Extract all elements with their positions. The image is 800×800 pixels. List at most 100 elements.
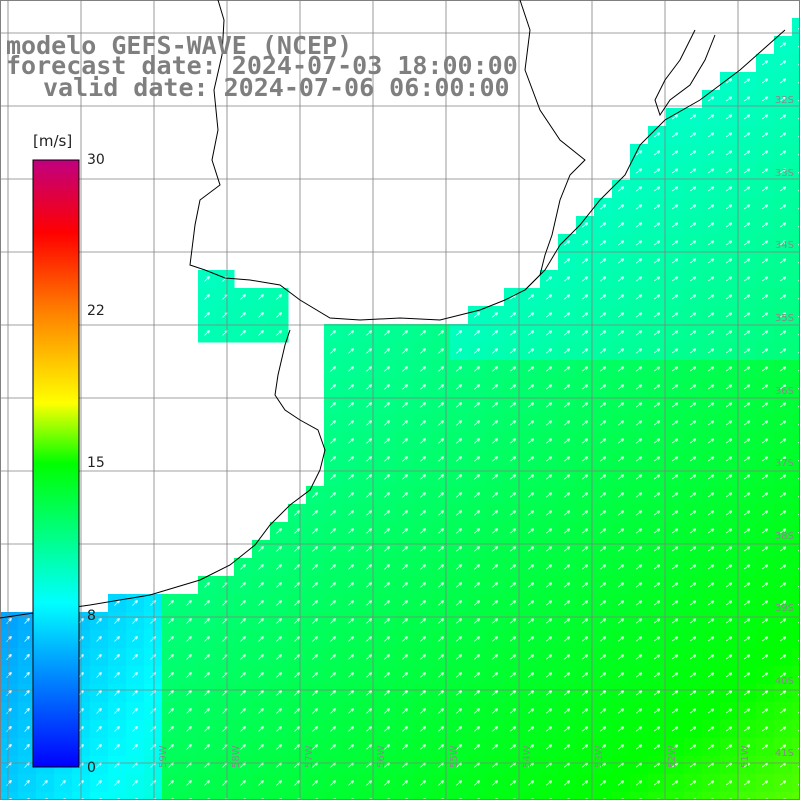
wind-arrow: [600, 654, 607, 660]
wind-arrow: [366, 636, 372, 642]
wind-arrow: [564, 636, 571, 642]
lat-label-39s: 39S: [774, 603, 794, 614]
wind-arrow: [312, 564, 318, 570]
wind-arrow: [204, 780, 210, 786]
wind-arrow: [582, 276, 589, 282]
colorbar-tick-8: 8: [87, 608, 96, 624]
wind-arrow: [779, 528, 787, 534]
wind-arrow: [528, 690, 535, 696]
wind-arrow: [743, 492, 751, 498]
wind-arrow: [779, 780, 787, 786]
wind-arrow: [348, 402, 354, 408]
wind-arrow: [707, 474, 715, 480]
wind-arrow: [186, 618, 192, 624]
wind-arrow: [438, 402, 444, 408]
wind-arrow: [492, 600, 499, 606]
wind-arrow: [312, 708, 318, 714]
wind-arrow: [779, 42, 787, 48]
wind-speed-cell: [270, 792, 289, 800]
wind-arrow: [582, 780, 589, 786]
wind-arrow: [689, 240, 697, 246]
wind-arrow: [761, 294, 769, 300]
wind-arrow: [294, 510, 300, 516]
wind-speed-cell: [792, 378, 800, 397]
wind-arrow: [618, 312, 625, 318]
wind-arrow: [528, 438, 535, 444]
wind-arrow: [204, 618, 210, 624]
colorbar-tick-15: 15: [87, 455, 105, 471]
wind-arrow: [24, 618, 30, 624]
wind-speed-cell: [288, 792, 307, 800]
wind-arrow: [276, 312, 282, 318]
wind-arrow: [510, 492, 517, 498]
wind-arrow: [779, 636, 787, 642]
wind-arrow: [546, 492, 553, 498]
wind-arrow: [24, 708, 30, 714]
wind-arrow: [761, 708, 769, 714]
wind-arrow: [779, 546, 787, 552]
wind-arrow: [707, 96, 715, 102]
wind-arrow: [582, 258, 589, 264]
wind-speed-cell: [378, 792, 397, 800]
wind-arrow: [564, 240, 571, 246]
wind-speed-cell: [792, 252, 800, 271]
wind-arrow: [653, 294, 661, 300]
wind-arrow: [761, 150, 769, 156]
wind-arrow: [366, 564, 372, 570]
wind-arrow: [707, 672, 715, 678]
wind-arrow: [402, 708, 408, 714]
wind-arrow: [438, 438, 444, 444]
wind-arrow: [420, 384, 426, 390]
wind-arrow: [761, 312, 769, 318]
wind-arrow: [761, 168, 769, 174]
wind-arrow: [294, 708, 300, 714]
wind-arrow: [96, 726, 102, 732]
wind-arrow: [653, 474, 661, 480]
wind-arrow: [24, 780, 30, 786]
wind-arrow: [240, 564, 246, 570]
wind-arrow: [618, 384, 625, 390]
wind-arrow: [618, 186, 625, 192]
wind-arrow: [312, 528, 318, 534]
wind-arrow: [258, 546, 264, 552]
wind-arrow: [761, 402, 769, 408]
wind-arrow: [402, 780, 408, 786]
wind-arrow: [600, 348, 607, 354]
wind-arrow: [168, 672, 174, 678]
wind-speed-cell: [792, 54, 800, 73]
wind-arrow: [546, 276, 553, 282]
wind-arrow: [635, 276, 643, 282]
wind-arrow: [384, 348, 390, 354]
wind-arrow: [366, 582, 372, 588]
wind-arrow: [366, 744, 372, 750]
wind-arrow: [707, 114, 715, 120]
wind-arrow: [564, 618, 571, 624]
wind-arrow: [348, 582, 354, 588]
wind-arrow: [456, 600, 463, 606]
wind-arrow: [96, 618, 102, 624]
wind-arrow: [761, 384, 769, 390]
wind-arrow: [456, 438, 463, 444]
wind-arrow: [600, 510, 607, 516]
wind-arrow: [707, 564, 715, 570]
wind-arrow: [564, 420, 571, 426]
wind-arrow: [635, 384, 643, 390]
wind-arrow: [420, 528, 426, 534]
wind-arrow: [725, 726, 733, 732]
wind-arrow: [186, 726, 192, 732]
wind-arrow: [168, 600, 174, 606]
lat-label-36s: 36S: [774, 386, 794, 397]
wind-arrow: [600, 420, 607, 426]
wind-arrow: [618, 348, 625, 354]
wind-arrow: [330, 528, 336, 534]
wind-arrow: [725, 618, 733, 624]
wind-speed-cell: [576, 792, 595, 800]
wind-speed-cell: [792, 432, 800, 451]
wind-arrow: [546, 654, 553, 660]
wind-arrow: [402, 744, 408, 750]
wind-arrow: [743, 672, 751, 678]
lat-label-41s: 41S: [774, 748, 794, 759]
wind-arrow: [618, 222, 625, 228]
wind-speed-cell: [630, 792, 649, 800]
wind-arrow: [564, 582, 571, 588]
